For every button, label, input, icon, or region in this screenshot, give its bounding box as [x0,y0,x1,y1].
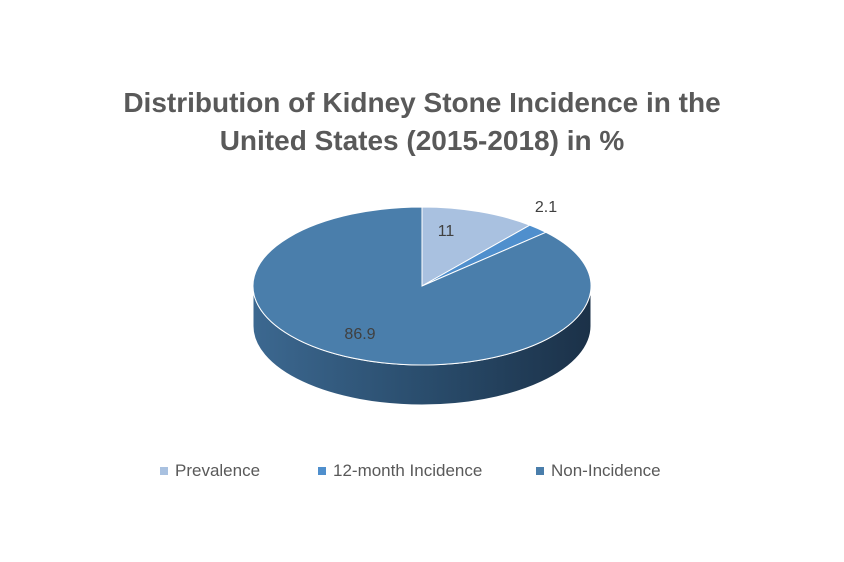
slice-prevalence [421,206,531,287]
chart-title-line-2: United States (2015-2018) in % [219,125,625,156]
legend-item-12-month-incidence: 12-month Incidence [318,461,482,481]
legend-swatch [536,467,544,475]
legend-item-non-incidence: Non-Incidence [536,461,661,481]
legend-item-prevalence: Prevalence [160,461,260,481]
legend-swatch [318,467,326,475]
slice-non-incidence [252,206,592,366]
chart-title: Distribution of Kidney Stone Incidence i… [0,84,844,160]
data-label: 11 [438,223,455,240]
legend-label: 12-month Incidence [333,461,483,480]
legend-label: Prevalence [175,461,261,480]
data-label: 2.1 [535,199,557,216]
chart-title-line-1: Distribution of Kidney Stone Incidence i… [123,87,721,118]
data-label: 86.9 [344,326,375,343]
legend-swatch [160,467,168,475]
legend-label: Non-Incidence [551,461,661,480]
